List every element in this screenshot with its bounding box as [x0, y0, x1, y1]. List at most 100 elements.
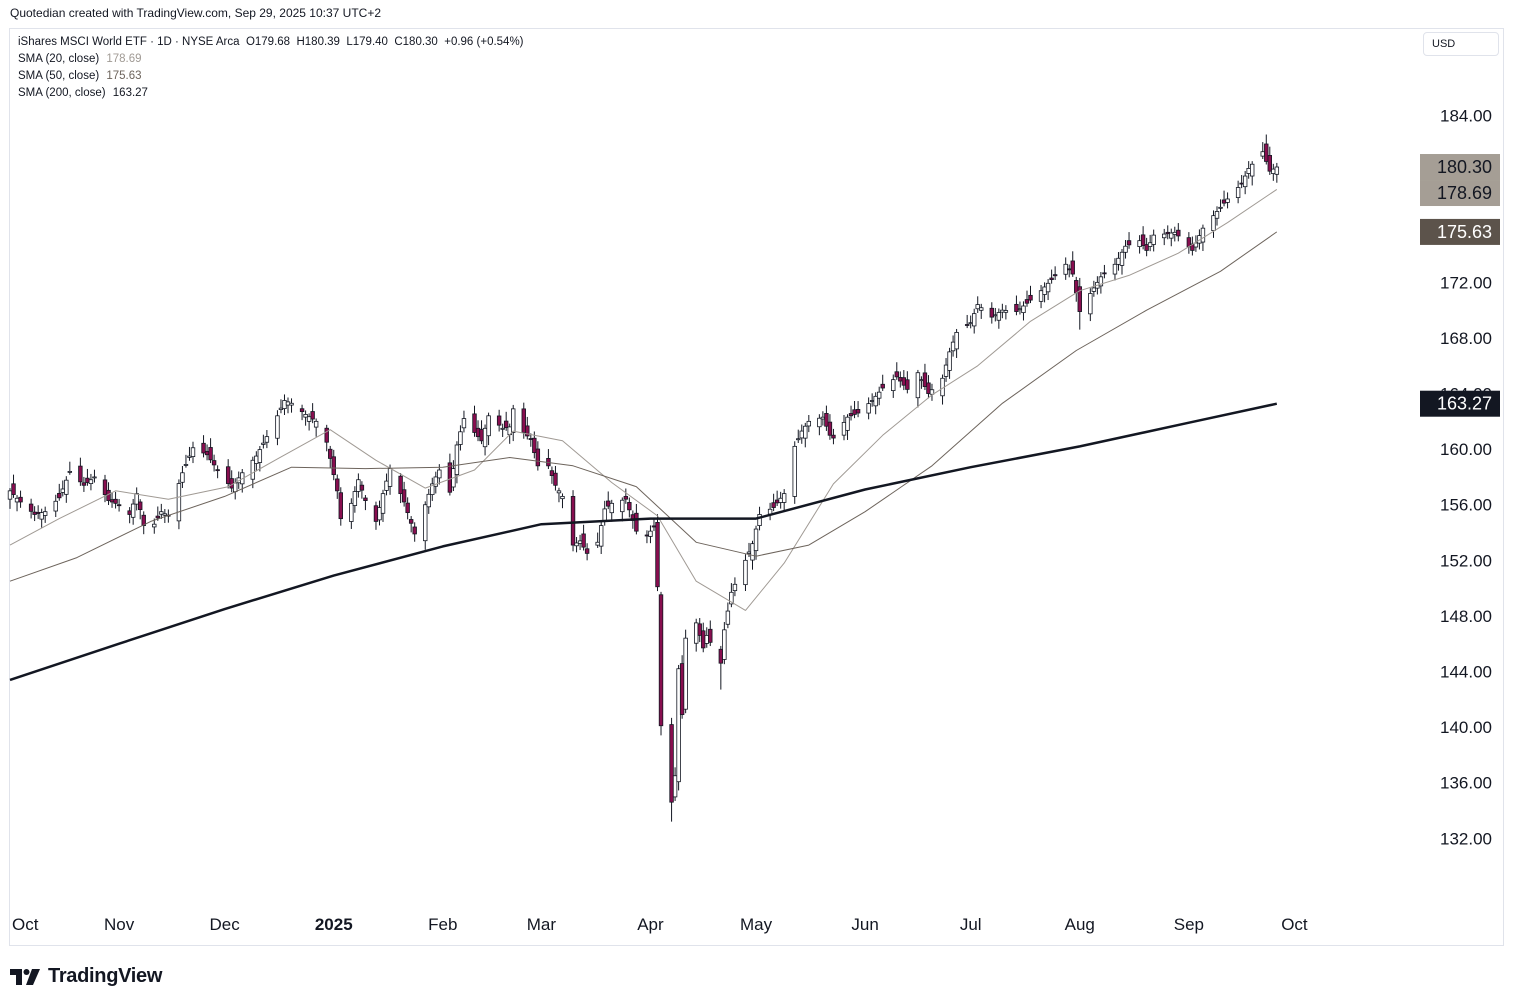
candle-body	[306, 416, 312, 422]
price-axis: 132.00 136.00 140.00 144.00 148.00 152.00 156.…	[1440, 107, 1492, 849]
sma20-row[interactable]: SMA (20, close) 178.69	[18, 51, 524, 68]
candle-body	[387, 468, 393, 487]
candle-body	[423, 504, 428, 542]
candle-body	[672, 775, 678, 798]
currency-selector[interactable]: USD	[1423, 32, 1499, 56]
sma-lines-layer	[9, 188, 1278, 682]
candle-body	[64, 479, 69, 495]
candle-body	[42, 511, 48, 516]
candle-body	[7, 490, 13, 500]
candle-body	[1119, 251, 1125, 266]
y-tick-label: 140.00	[1440, 718, 1492, 737]
candle-body	[746, 551, 752, 554]
candle-body	[187, 455, 192, 458]
candle-body	[109, 499, 115, 503]
candle-body	[1193, 242, 1199, 248]
tradingview-wordmark: TradingView	[48, 965, 163, 987]
tradingview-logo[interactable]: TradingView	[10, 965, 162, 988]
sma200-row[interactable]: SMA (200, close) 163.27	[18, 85, 524, 102]
price-tag-label-sma200: 163.27	[1437, 394, 1492, 414]
candle-body	[1218, 206, 1223, 209]
candle-body	[155, 515, 160, 519]
candle-body	[841, 421, 847, 436]
candle-body	[1067, 268, 1072, 271]
chart-frame	[9, 28, 1504, 946]
candle-body	[655, 522, 660, 588]
candle-body	[408, 519, 414, 524]
candle-body	[278, 407, 284, 410]
candle-body	[496, 415, 502, 426]
candle-body	[954, 332, 959, 350]
candle-body	[1098, 276, 1104, 287]
candle-body	[891, 379, 896, 391]
candle-body	[549, 470, 555, 476]
candle-body	[1235, 187, 1241, 198]
candle-body	[602, 508, 607, 522]
candle-body	[229, 478, 234, 489]
close-label: C	[394, 36, 403, 48]
price-tag-sma200	[1420, 390, 1500, 417]
candle-body	[528, 438, 534, 440]
candle-body	[873, 395, 878, 407]
candle-body	[261, 442, 266, 445]
candle-body	[472, 413, 477, 433]
candle-body	[208, 447, 213, 461]
candle-body	[1070, 260, 1075, 275]
candle-body	[190, 447, 196, 457]
candle-body	[820, 416, 826, 420]
candle-body	[433, 476, 438, 487]
candle-body	[894, 371, 899, 378]
candle-body	[1274, 166, 1280, 175]
candle-body	[102, 479, 108, 496]
candle-body	[479, 429, 484, 442]
low-label: L	[346, 36, 353, 48]
candle-body	[201, 442, 206, 454]
candle-body	[1260, 151, 1265, 157]
candle-body	[338, 492, 343, 520]
sma20-label: SMA (20, close)	[18, 53, 100, 65]
attribution-text: Quotedian created with TradingView.com, …	[10, 6, 382, 20]
candle-body	[732, 583, 738, 592]
candle-body	[1038, 290, 1044, 302]
price-tag-label-sma50: 175.63	[1437, 222, 1492, 242]
candle-body	[532, 437, 537, 454]
sma50-row[interactable]: SMA (50, close) 175.63	[18, 68, 524, 85]
candle-body	[1172, 231, 1177, 235]
candle-body	[979, 307, 984, 311]
candle-body	[482, 427, 488, 448]
candle-body	[1250, 163, 1255, 177]
candle-body	[774, 499, 780, 504]
y-tick-label: 184.00	[1440, 107, 1492, 126]
candle-body	[401, 489, 407, 503]
candle-body	[595, 541, 600, 546]
candle-body	[824, 413, 829, 427]
candle-body	[299, 408, 305, 413]
candle-body	[968, 322, 973, 325]
candle-body	[81, 482, 87, 486]
x-tick-label: Dec	[210, 915, 241, 934]
candle-body	[993, 314, 998, 317]
candle-body	[1242, 175, 1248, 188]
x-tick-label: Oct	[12, 915, 39, 934]
change-value: +0.96 (+0.54%)	[444, 36, 524, 48]
candle-body	[176, 483, 182, 522]
candle-body	[461, 418, 467, 429]
candle-body	[989, 307, 994, 318]
candle-body	[848, 413, 854, 417]
candle-body	[113, 498, 118, 504]
candle-body	[676, 668, 681, 783]
candle-body	[1042, 286, 1047, 295]
candle-body	[1264, 143, 1269, 162]
candle-body	[204, 450, 210, 456]
candle-body	[683, 637, 688, 710]
candle-body	[1049, 277, 1054, 280]
candle-body	[697, 623, 702, 636]
candle-body	[651, 525, 657, 528]
time-axis: Oct Nov Dec 2025 Feb Mar Apr May Jun Jul Aug Sep Oct	[12, 915, 1308, 934]
candle-body	[162, 513, 168, 516]
candle-body	[866, 403, 871, 414]
candle-body	[634, 512, 639, 532]
high-value: 180.39	[304, 36, 340, 48]
candle-body	[584, 548, 590, 554]
